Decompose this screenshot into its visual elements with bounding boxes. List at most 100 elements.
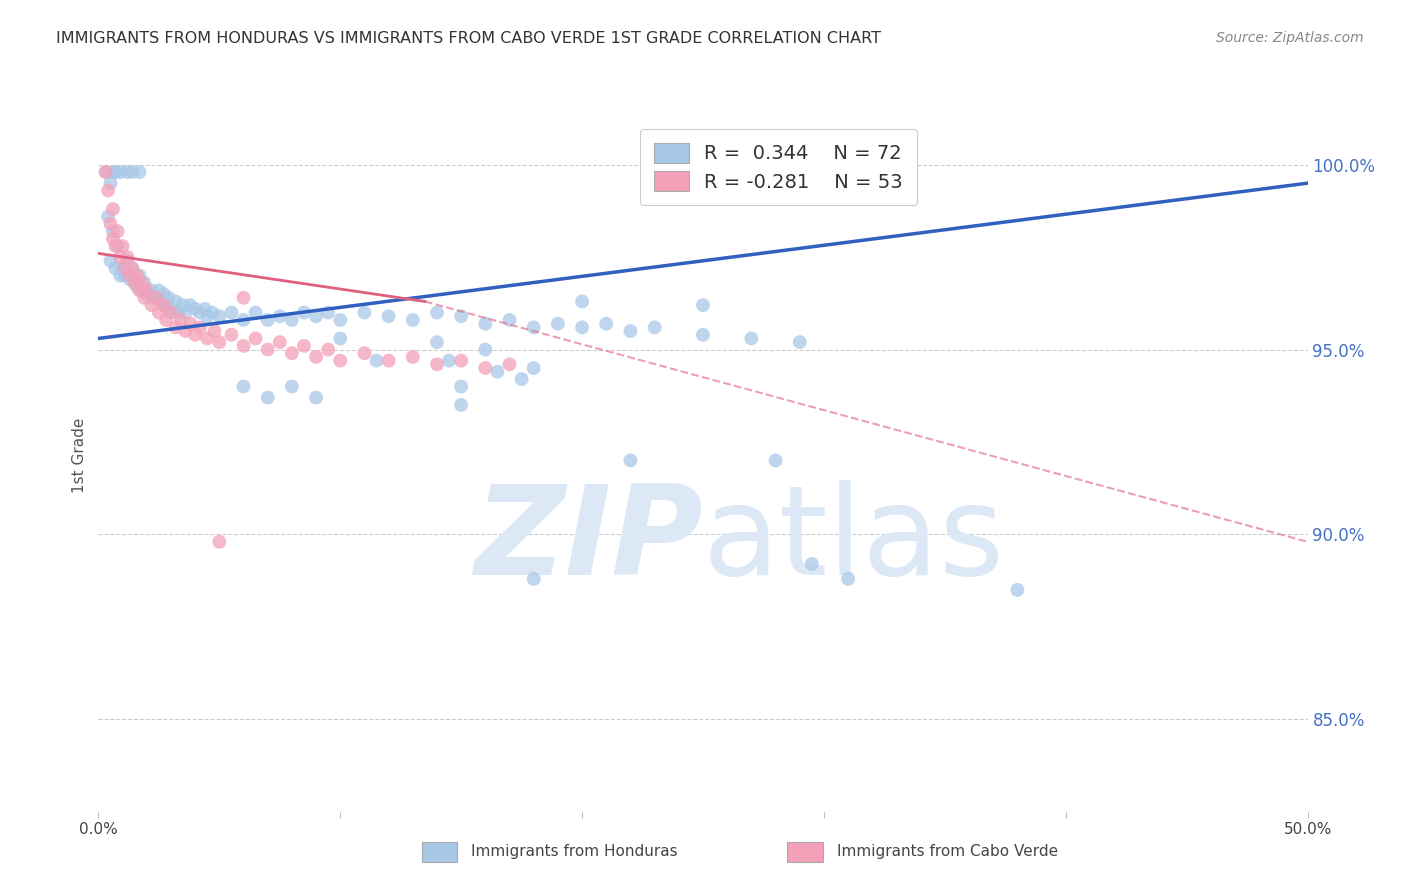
FancyBboxPatch shape xyxy=(422,842,457,862)
Point xyxy=(450,398,472,412)
Point xyxy=(172,298,194,312)
Y-axis label: 1st Grade: 1st Grade xyxy=(72,417,87,492)
Point xyxy=(450,310,472,324)
Point xyxy=(221,327,243,342)
Point xyxy=(292,305,315,319)
Point xyxy=(108,165,131,179)
Point xyxy=(160,301,183,316)
Point xyxy=(208,534,231,549)
Point xyxy=(232,313,254,327)
Point xyxy=(269,335,291,350)
Point xyxy=(101,232,124,246)
Point xyxy=(108,268,131,283)
Point xyxy=(450,353,472,368)
Point xyxy=(474,361,496,376)
Point xyxy=(437,353,460,368)
Point xyxy=(97,210,120,224)
Point xyxy=(165,320,187,334)
Point xyxy=(188,320,211,334)
Point xyxy=(150,294,173,309)
Point xyxy=(426,305,449,319)
Point xyxy=(245,331,267,345)
Point xyxy=(135,287,157,301)
Point xyxy=(221,305,243,319)
Point xyxy=(366,353,388,368)
Point xyxy=(1007,582,1029,597)
Point xyxy=(194,301,217,316)
Point xyxy=(571,320,593,334)
Text: Source: ZipAtlas.com: Source: ZipAtlas.com xyxy=(1216,31,1364,45)
Point xyxy=(104,261,127,276)
Point xyxy=(107,224,129,238)
Point xyxy=(131,276,153,290)
Point xyxy=(114,268,136,283)
Point xyxy=(134,276,156,290)
Point xyxy=(426,335,449,350)
Point xyxy=(141,298,163,312)
Point xyxy=(148,284,170,298)
Point xyxy=(498,357,520,371)
Point xyxy=(108,250,131,264)
Point xyxy=(152,298,174,312)
Point xyxy=(101,202,124,216)
Point xyxy=(402,313,425,327)
Point xyxy=(111,239,134,253)
Point xyxy=(107,239,129,253)
Point xyxy=(523,320,546,334)
Text: Immigrants from Cabo Verde: Immigrants from Cabo Verde xyxy=(837,845,1057,859)
Point xyxy=(571,294,593,309)
Point xyxy=(179,298,201,312)
Point xyxy=(208,335,231,350)
Point xyxy=(134,291,156,305)
Point xyxy=(104,239,127,253)
Point xyxy=(174,305,197,319)
Text: Immigrants from Honduras: Immigrants from Honduras xyxy=(471,845,678,859)
Point xyxy=(117,253,139,268)
Point xyxy=(157,291,180,305)
Point xyxy=(232,291,254,305)
Point xyxy=(97,184,120,198)
Point xyxy=(292,339,315,353)
Point xyxy=(114,261,136,276)
Point xyxy=(127,268,149,283)
Point xyxy=(100,217,122,231)
Point xyxy=(269,310,291,324)
Point xyxy=(232,339,254,353)
Point xyxy=(188,305,211,319)
Point xyxy=(256,343,278,357)
Point xyxy=(305,350,328,364)
Point xyxy=(152,287,174,301)
Point xyxy=(128,284,150,298)
Point xyxy=(155,313,177,327)
Point xyxy=(789,335,811,350)
Point xyxy=(201,305,224,319)
Point xyxy=(692,327,714,342)
Point xyxy=(353,305,375,319)
Point xyxy=(619,324,641,338)
Point xyxy=(160,305,183,319)
Point xyxy=(474,343,496,357)
Point xyxy=(131,284,153,298)
Point xyxy=(111,261,134,276)
Point xyxy=(316,305,339,319)
Point xyxy=(184,301,207,316)
Point xyxy=(169,313,191,327)
Point xyxy=(232,379,254,393)
Point xyxy=(523,572,546,586)
Point xyxy=(143,291,166,305)
Text: ZIP: ZIP xyxy=(474,480,703,601)
Point xyxy=(124,276,146,290)
Point xyxy=(329,313,352,327)
Point xyxy=(377,310,399,324)
Point xyxy=(208,310,231,324)
Point xyxy=(195,310,218,324)
Point xyxy=(800,557,823,571)
Point xyxy=(377,353,399,368)
Point xyxy=(305,310,328,324)
Point xyxy=(128,165,150,179)
Point xyxy=(118,272,141,286)
Point xyxy=(184,327,207,342)
Point xyxy=(165,294,187,309)
Point xyxy=(692,298,714,312)
Point xyxy=(118,268,141,283)
